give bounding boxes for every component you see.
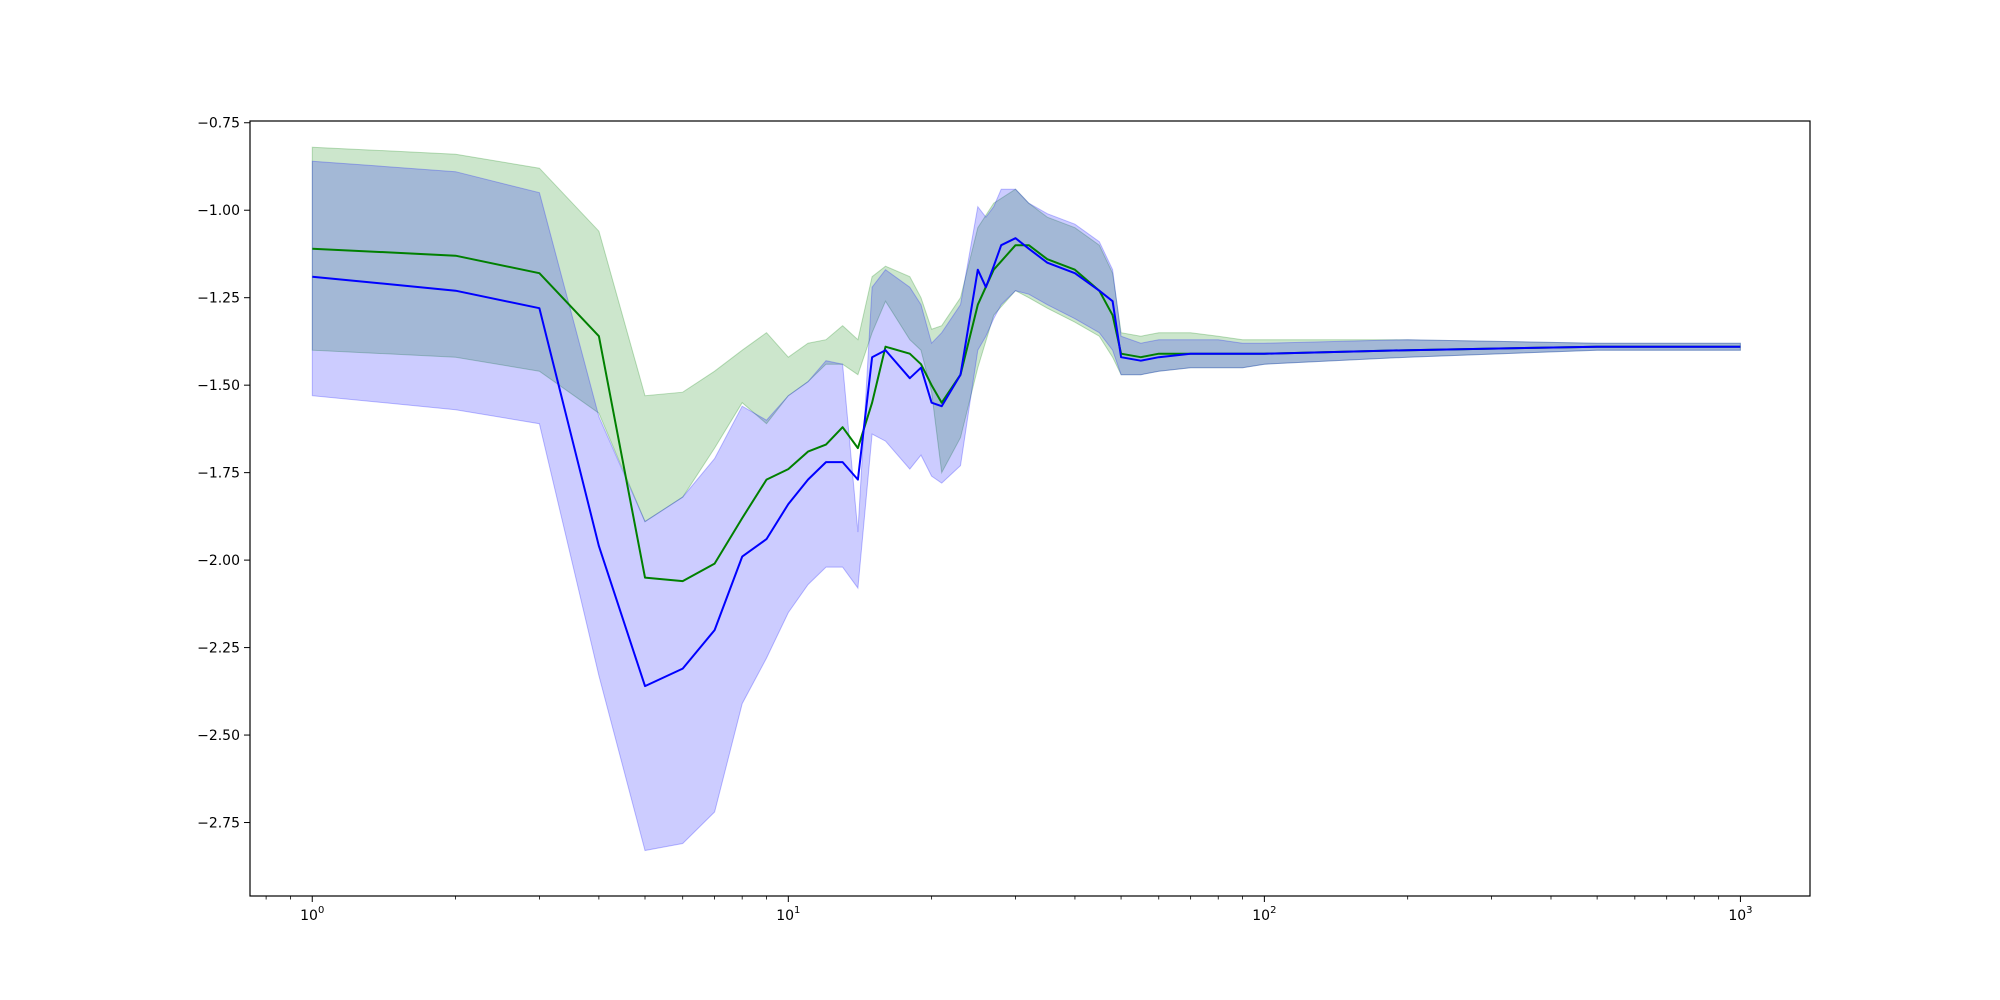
series-2-line <box>312 237 1741 688</box>
series-1-band <box>311 146 1741 523</box>
series-1-line <box>312 244 1741 583</box>
y-tick-label: −1.00 <box>197 203 240 219</box>
y-tick-label: −2.25 <box>197 641 240 657</box>
y-tick-label: −1.25 <box>197 291 240 307</box>
y-tick-label: −2.75 <box>197 816 240 832</box>
series-lines <box>312 237 1741 688</box>
confidence-bands <box>311 146 1741 852</box>
y-axis: −0.75 −1.00 −1.25 −1.50 −1.75 −2.00 −2.25 −2.50… <box>197 116 250 832</box>
x-tick-label: 103 <box>1728 905 1752 924</box>
series-2-band <box>311 160 1741 852</box>
plot-frame <box>249 120 1811 897</box>
y-tick-label: −0.75 <box>197 116 240 132</box>
x-tick-label: 101 <box>776 905 800 924</box>
y-tick-label: −2.00 <box>197 553 240 569</box>
x-tick-label: 102 <box>1252 905 1276 924</box>
y-tick-label: −1.50 <box>197 378 240 394</box>
y-tick-label: −2.50 <box>197 728 240 744</box>
y-tick-label: −1.75 <box>197 466 240 482</box>
x-axis: 100 101 102 103 <box>265 896 1753 924</box>
x-tick-label: 100 <box>300 905 324 924</box>
